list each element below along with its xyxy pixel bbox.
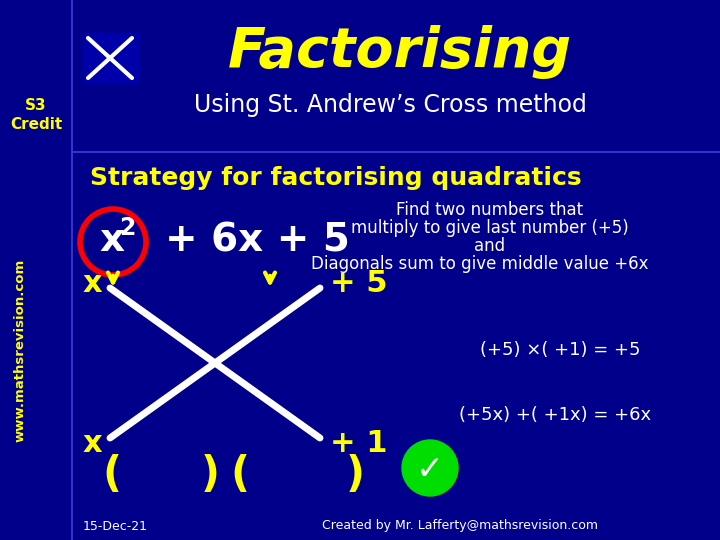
Circle shape [402, 440, 458, 496]
Text: www.mathsrevision.com: www.mathsrevision.com [14, 258, 27, 442]
Text: (+5x) +( +1x) = +6x: (+5x) +( +1x) = +6x [459, 406, 651, 424]
Text: (: ( [230, 454, 250, 496]
Text: S3
Credit: S3 Credit [10, 98, 62, 132]
Text: ): ) [346, 454, 364, 496]
Text: x: x [99, 221, 125, 259]
Text: Using St. Andrew’s Cross method: Using St. Andrew’s Cross method [194, 93, 586, 117]
Text: and: and [474, 237, 505, 255]
Text: 15-Dec-21: 15-Dec-21 [83, 519, 148, 532]
Bar [83, 33, 138, 83]
Text: Created by Mr. Lafferty@mathsrevision.com: Created by Mr. Lafferty@mathsrevision.co… [322, 519, 598, 532]
Text: (: ( [102, 454, 122, 496]
Text: Factorising: Factorising [228, 25, 572, 79]
Text: ): ) [200, 454, 220, 496]
Text: x: x [82, 268, 102, 298]
Text: Strategy for factorising quadratics: Strategy for factorising quadratics [90, 166, 582, 190]
Text: Diagonals sum to give middle value +6x: Diagonals sum to give middle value +6x [311, 255, 649, 273]
Text: + 6x + 5: + 6x + 5 [165, 221, 350, 259]
Text: ✓: ✓ [416, 454, 444, 487]
Text: multiply to give last number (+5): multiply to give last number (+5) [351, 219, 629, 237]
Text: x: x [82, 429, 102, 457]
Text: (+5) ×( +1) = +5: (+5) ×( +1) = +5 [480, 341, 640, 359]
Text: Find two numbers that: Find two numbers that [397, 201, 584, 219]
Text: 2: 2 [119, 216, 135, 240]
Text: + 5: + 5 [330, 268, 387, 298]
Text: + 1: + 1 [330, 429, 387, 457]
